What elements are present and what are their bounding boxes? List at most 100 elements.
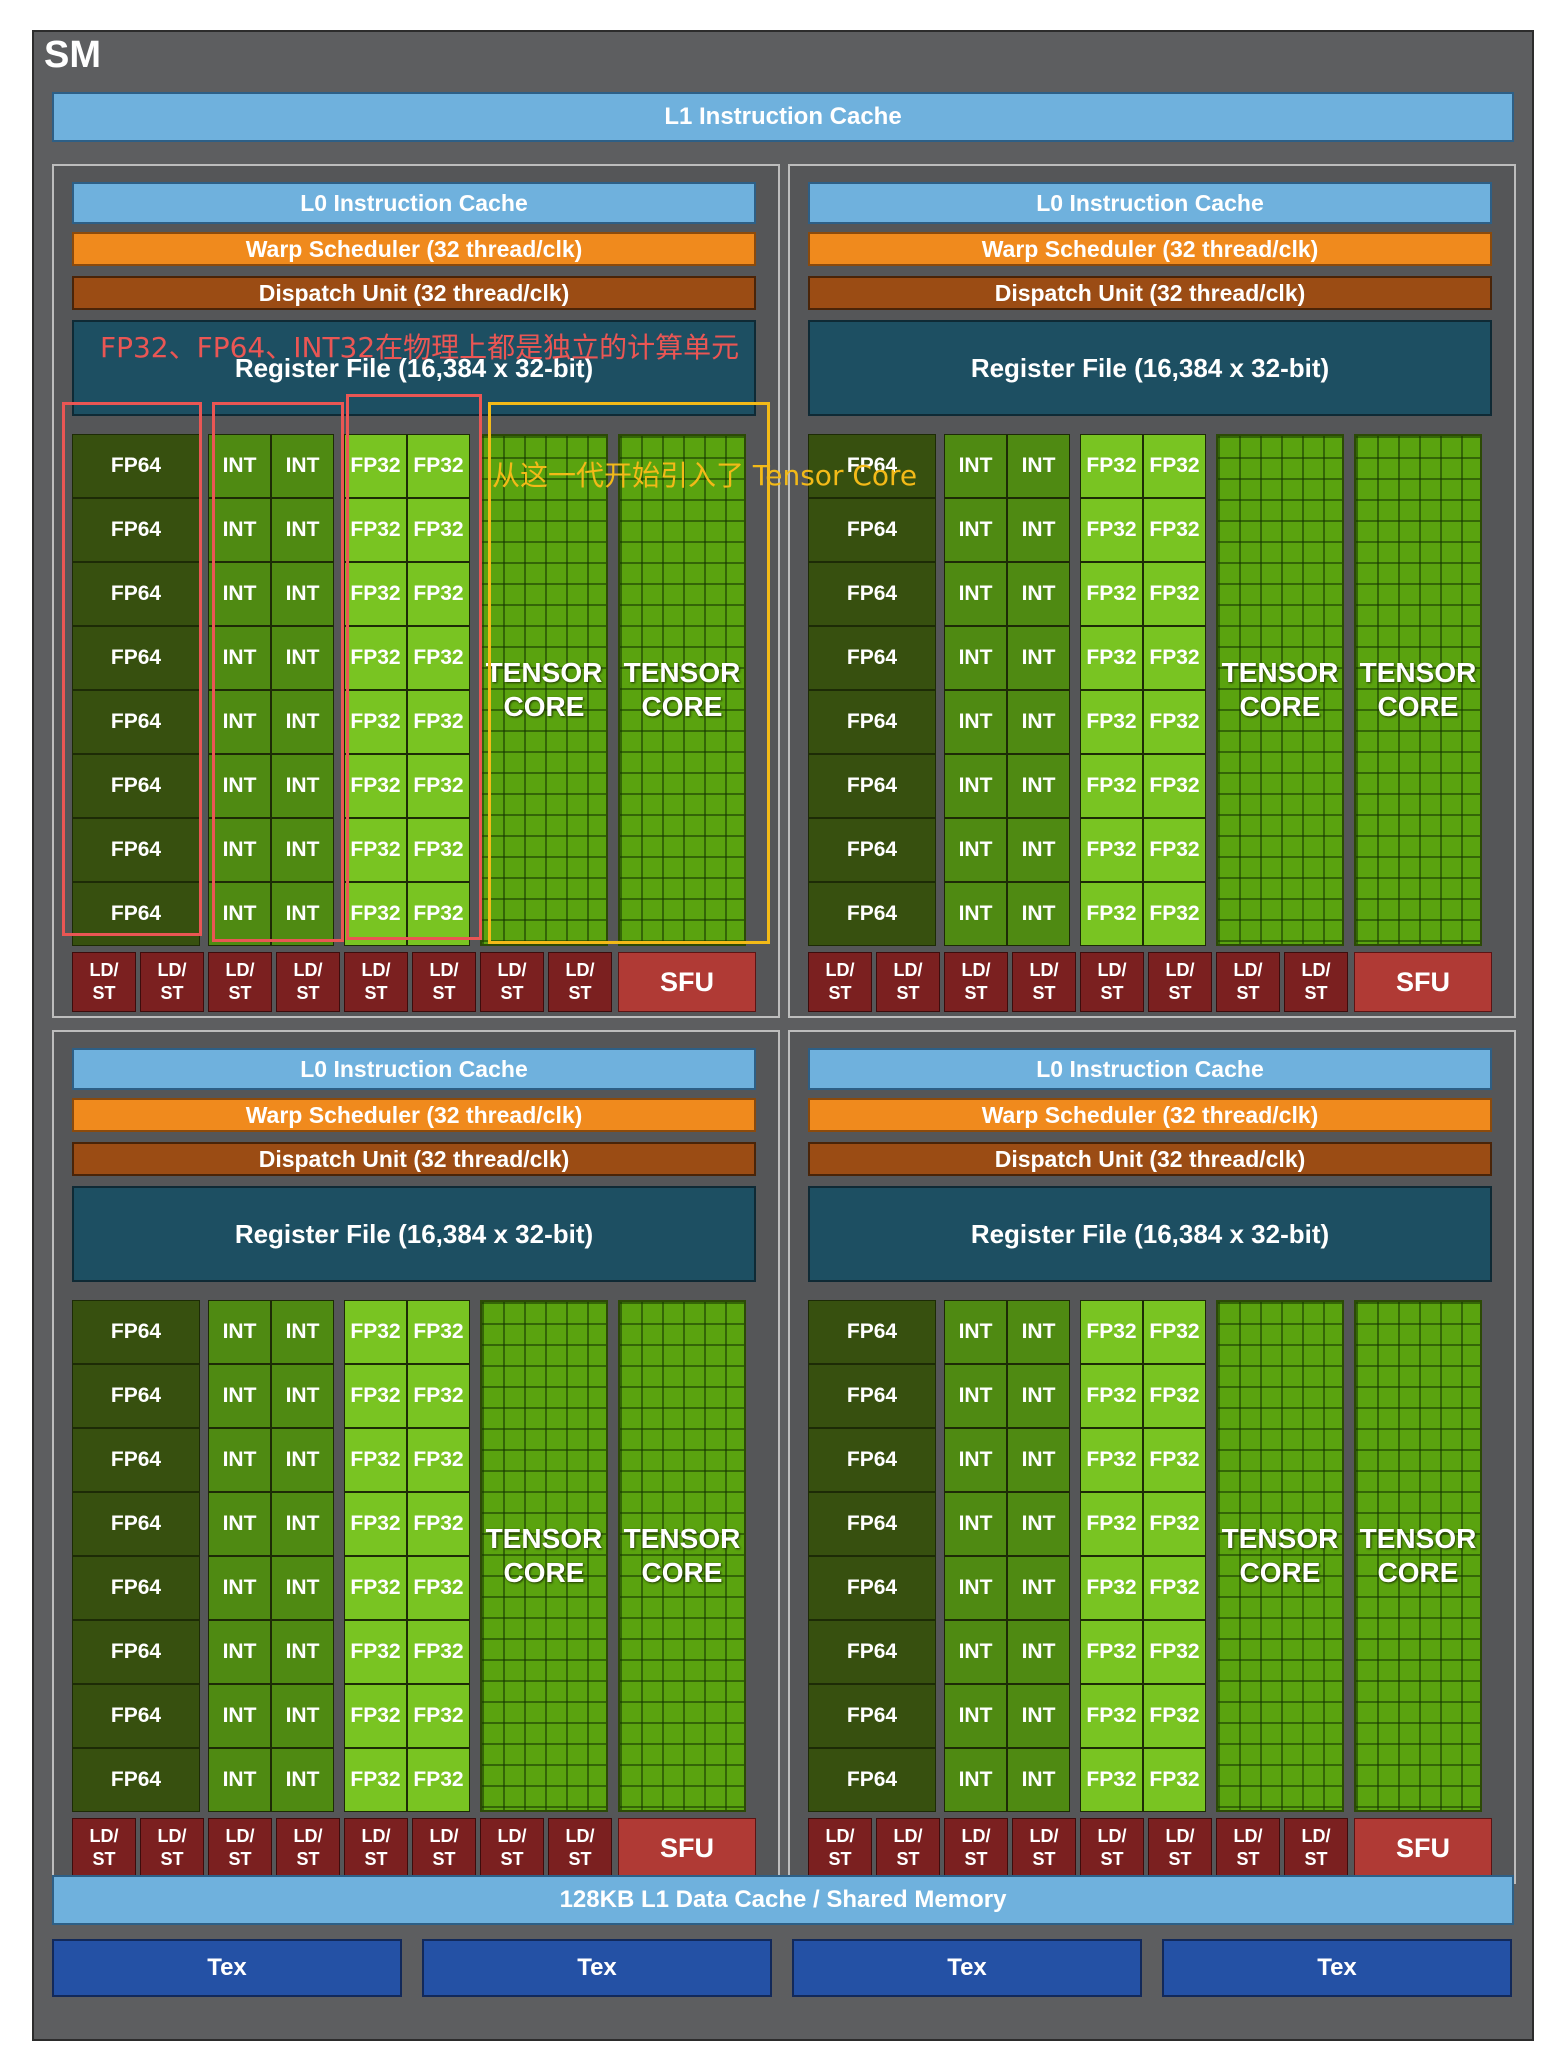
- fp64-unit: FP64: [72, 1684, 200, 1748]
- fp64-unit: FP64: [808, 1556, 936, 1620]
- dispatch-unit: Dispatch Unit (32 thread/clk): [72, 276, 756, 310]
- fp64-unit: FP64: [808, 498, 936, 562]
- sfu-unit: SFU: [618, 1818, 756, 1878]
- fp32-unit: FP32: [1080, 1300, 1143, 1364]
- fp32-unit: FP32: [407, 1620, 470, 1684]
- ld-st-label-line1: LD/: [1233, 960, 1263, 980]
- processing-block-top-right: L0 Instruction Cache Warp Scheduler (32 t…: [788, 164, 1516, 1018]
- ld-st-unit: LD/ST: [1080, 952, 1144, 1012]
- int-unit: INT: [208, 1620, 271, 1684]
- fp32-unit: FP32: [1143, 626, 1206, 690]
- fp32-unit: FP32: [1143, 1620, 1206, 1684]
- fp64-unit: FP64: [808, 1300, 936, 1364]
- tensor-core: TENSOR CORE: [480, 434, 608, 946]
- tensor-core: TENSOR CORE: [480, 1300, 608, 1812]
- int-unit: INT: [208, 434, 271, 498]
- int-unit: INT: [944, 1620, 1007, 1684]
- ld-st-label-line1: LD/: [89, 1826, 119, 1846]
- ld-st-label-line2: ST: [1236, 983, 1260, 1003]
- fp64-unit: FP64: [808, 882, 936, 946]
- tensor-core-label-line1: TENSOR: [1221, 657, 1339, 688]
- ld-st-label-line2: ST: [228, 983, 252, 1003]
- int-unit: INT: [944, 1556, 1007, 1620]
- ld-st-label-line1: LD/: [893, 1826, 923, 1846]
- int-unit: INT: [271, 690, 334, 754]
- fp32-unit: FP32: [1143, 818, 1206, 882]
- int-unit: INT: [271, 1300, 334, 1364]
- fp32-unit: FP32: [1143, 1556, 1206, 1620]
- fp32-unit: FP32: [1080, 1620, 1143, 1684]
- int-unit: INT: [208, 1684, 271, 1748]
- int-unit: INT: [271, 1620, 334, 1684]
- fp64-unit: FP64: [808, 1428, 936, 1492]
- fp64-unit: FP64: [72, 1428, 200, 1492]
- ld-st-label-line1: LD/: [1301, 1826, 1331, 1846]
- fp32-unit: FP32: [1080, 1364, 1143, 1428]
- fp64-unit: FP64: [808, 1620, 936, 1684]
- warp-scheduler: Warp Scheduler (32 thread/clk): [808, 232, 1492, 266]
- int-unit: INT: [944, 1300, 1007, 1364]
- tensor-core-label-line2: CORE: [1239, 1557, 1321, 1588]
- tensor-core-label-line2: CORE: [641, 1557, 723, 1588]
- int-unit: INT: [1007, 690, 1070, 754]
- int-unit: INT: [208, 498, 271, 562]
- fp32-unit: FP32: [407, 754, 470, 818]
- ld-st-label-line2: ST: [964, 983, 988, 1003]
- ld-st-label-line1: LD/: [293, 1826, 323, 1846]
- sm-title: SM: [44, 34, 101, 76]
- fp64-unit: FP64: [72, 562, 200, 626]
- fp32-unit: FP32: [407, 434, 470, 498]
- ld-st-label-line2: ST: [1100, 983, 1124, 1003]
- ld-st-label-line2: ST: [1032, 1849, 1056, 1869]
- fp-int-annotation: FP32、FP64、INT32在物理上都是独立的计算单元: [100, 331, 740, 364]
- l1-data-cache-shared-memory: 128KB L1 Data Cache / Shared Memory: [52, 1875, 1514, 1925]
- int-unit: INT: [1007, 882, 1070, 946]
- ld-st-label-line2: ST: [1032, 983, 1056, 1003]
- fp32-unit: FP32: [1080, 1684, 1143, 1748]
- ld-st-unit: LD/ST: [412, 952, 476, 1012]
- ld-st-label-line1: LD/: [157, 960, 187, 980]
- fp64-unit: FP64: [72, 818, 200, 882]
- fp32-unit: FP32: [344, 498, 407, 562]
- ld-st-label-line2: ST: [296, 983, 320, 1003]
- fp32-unit: FP32: [1143, 690, 1206, 754]
- ld-st-unit: LD/ST: [72, 952, 136, 1012]
- int-unit: INT: [208, 626, 271, 690]
- int-unit: INT: [1007, 626, 1070, 690]
- tensor-core-label-line1: TENSOR: [485, 657, 603, 688]
- fp64-highlight-box: [62, 402, 202, 936]
- fp32-unit: FP32: [407, 498, 470, 562]
- fp32-unit: FP32: [1143, 1300, 1206, 1364]
- fp32-unit: FP32: [407, 562, 470, 626]
- ld-st-label-line2: ST: [432, 983, 456, 1003]
- fp32-unit: FP32: [1143, 754, 1206, 818]
- ld-st-label-line1: LD/: [497, 960, 527, 980]
- int-unit: INT: [208, 1428, 271, 1492]
- ld-st-label-line1: LD/: [429, 960, 459, 980]
- ld-st-label-line2: ST: [500, 1849, 524, 1869]
- ld-st-label-line1: LD/: [1097, 960, 1127, 980]
- fp32-unit: FP32: [407, 1492, 470, 1556]
- int-unit: INT: [271, 626, 334, 690]
- fp32-unit: FP32: [407, 626, 470, 690]
- ld-st-label-line1: LD/: [961, 960, 991, 980]
- int-unit: INT: [944, 818, 1007, 882]
- ld-st-unit: LD/ST: [140, 952, 204, 1012]
- fp32-unit: FP32: [344, 1428, 407, 1492]
- tensor-core-label-line2: CORE: [503, 1557, 585, 1588]
- int-unit: INT: [944, 434, 1007, 498]
- fp64-unit: FP64: [72, 1300, 200, 1364]
- fp32-unit: FP32: [344, 434, 407, 498]
- tensor-core-label-line1: TENSOR: [1359, 1523, 1477, 1554]
- ld-st-label-line2: ST: [896, 983, 920, 1003]
- fp32-unit: FP32: [1080, 1748, 1143, 1812]
- ld-st-label-line2: ST: [964, 1849, 988, 1869]
- fp64-unit: FP64: [808, 1748, 936, 1812]
- int-unit: INT: [1007, 1300, 1070, 1364]
- fp32-unit: FP32: [1080, 434, 1143, 498]
- tensor-core: TENSOR CORE: [1354, 1300, 1482, 1812]
- tex-unit-1: Tex: [52, 1939, 402, 1997]
- fp32-unit: FP32: [344, 1300, 407, 1364]
- processing-block-bottom-right: L0 Instruction Cache Warp Scheduler (32 t…: [788, 1030, 1516, 1884]
- fp32-unit: FP32: [1080, 882, 1143, 946]
